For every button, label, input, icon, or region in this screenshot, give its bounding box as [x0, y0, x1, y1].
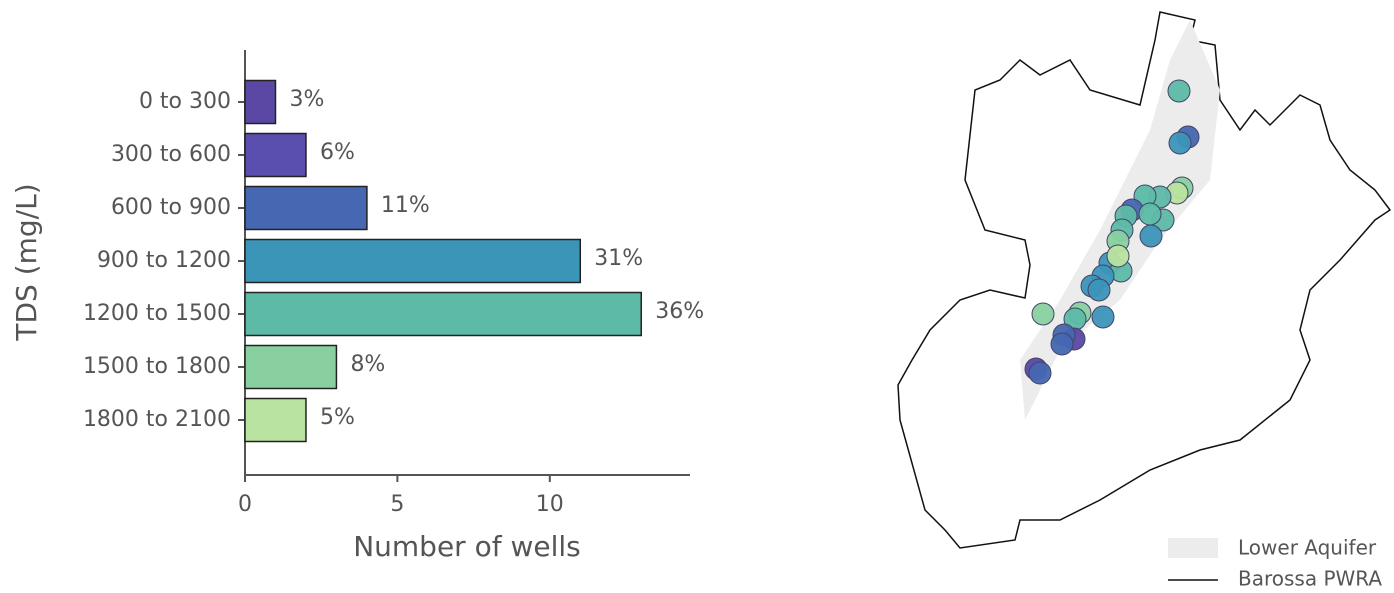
y-axis-label: TDS (mg/L)	[10, 183, 43, 341]
well	[1138, 202, 1162, 226]
well	[1106, 244, 1130, 268]
well	[1028, 361, 1052, 385]
value-label: 8%	[350, 352, 385, 377]
value-label: 6%	[320, 140, 355, 165]
bar	[244, 132, 307, 178]
bar	[244, 79, 277, 125]
well	[1031, 302, 1055, 326]
well	[1050, 332, 1074, 356]
map: Lower Aquifer Barossa PWRA	[897, 11, 1392, 591]
value-label: 11%	[381, 193, 430, 218]
y-tick-label: 1800 to 2100	[83, 407, 231, 432]
x-axis-label: Number of wells	[353, 530, 581, 563]
legend-label: Lower Aquifer	[1238, 536, 1377, 560]
y-tick-label: 1500 to 1800	[83, 354, 231, 379]
x-tick-label: 10	[536, 492, 564, 517]
bar	[244, 238, 582, 284]
x-tick-label: 0	[238, 492, 252, 517]
y-tick-label: 900 to 1200	[97, 248, 231, 273]
bar	[244, 397, 307, 443]
value-label: 31%	[594, 246, 643, 271]
bar	[244, 185, 368, 231]
x-tick-label: 5	[390, 492, 404, 517]
well	[1087, 278, 1111, 302]
wells	[1024, 79, 1200, 385]
map-boundary	[897, 11, 1392, 549]
value-label: 3%	[289, 87, 324, 112]
y-tick-label: 0 to 300	[139, 89, 231, 114]
legend-label: Barossa PWRA	[1238, 567, 1382, 591]
bar	[244, 291, 642, 337]
y-tick-label: 1200 to 1500	[83, 301, 231, 326]
value-label: 36%	[655, 299, 704, 324]
legend-swatch-aquifer	[1168, 538, 1218, 558]
y-tick-label: 600 to 900	[111, 195, 231, 220]
well	[1139, 224, 1163, 248]
value-label: 5%	[320, 405, 355, 430]
y-tick-label: 300 to 600	[111, 142, 231, 167]
well	[1167, 79, 1191, 103]
well	[1091, 305, 1115, 329]
well	[1168, 131, 1192, 155]
bar	[244, 344, 338, 390]
